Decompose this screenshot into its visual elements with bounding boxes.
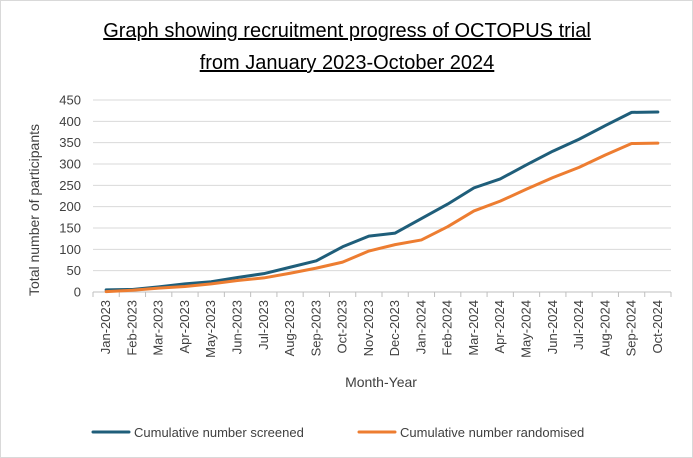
series-line-1 (104, 110, 660, 292)
x-tick-label: May-2023 (203, 300, 218, 358)
axes (92, 291, 672, 297)
y-tick-label: 250 (59, 178, 81, 193)
x-tick-label: Feb-2024 (440, 300, 455, 356)
y-tick-label: 400 (59, 114, 81, 129)
x-tick-label: Jun-2024 (545, 300, 560, 354)
y-tick-label: 0 (74, 285, 81, 300)
x-tick-label: Feb-2023 (124, 300, 139, 356)
x-tick-label: Apr-2023 (177, 300, 192, 353)
x-tick-labels: Jan-2023 Feb-2023 Mar-2023 Apr-2023 May-2023… (98, 300, 665, 358)
x-tick-label: Mar-2023 (151, 300, 166, 356)
legend-label-2: Cumulative number randomised (400, 425, 584, 440)
chart-title-line-2: from January 2023-October 2024 (200, 52, 495, 74)
x-tick-label: Oct-2023 (335, 300, 350, 353)
x-tick-label: Sep-2023 (308, 300, 323, 356)
chart-title-line-1: Graph showing recruitment progress of OC… (103, 20, 591, 42)
x-tick-label: Jul-2023 (256, 300, 271, 350)
x-tick-label: Apr-2024 (492, 300, 507, 353)
x-tick-label: Oct-2024 (650, 300, 665, 353)
legend: Cumulative number screened Cumulative num… (91, 425, 584, 440)
x-tick-label: Mar-2024 (466, 300, 481, 356)
x-tick-label: Jan-2024 (413, 300, 428, 354)
x-tick-label: Aug-2024 (597, 300, 612, 356)
y-axis-title: Total number of participants (26, 124, 42, 296)
y-tick-label: 300 (59, 157, 81, 172)
y-tick-label: 450 (59, 93, 81, 108)
y-tick-labels: 0 50 100 150 200 250 300 350 400 450 (59, 93, 81, 300)
y-tick-label: 150 (59, 221, 81, 236)
x-tick-label: Aug-2023 (282, 300, 297, 356)
x-axis-title: Month-Year (345, 374, 417, 390)
x-tick-label: Jul-2024 (571, 300, 586, 350)
series-lines (104, 110, 660, 294)
y-tick-label: 50 (67, 263, 81, 278)
y-tick-label: 200 (59, 199, 81, 214)
gridlines (93, 99, 671, 272)
x-tick-label: Sep-2024 (624, 300, 639, 356)
y-tick-label: 100 (59, 242, 81, 257)
legend-label-1: Cumulative number screened (134, 425, 304, 440)
y-tick-label: 350 (59, 135, 81, 150)
x-tick-label: Jun-2023 (230, 300, 245, 354)
x-tick-label: Dec-2023 (387, 300, 402, 356)
x-tick-label: Nov-2023 (361, 300, 376, 356)
x-tick-label: Jan-2023 (98, 300, 113, 354)
x-tick-label: May-2024 (519, 300, 534, 358)
series-line-2 (104, 141, 660, 294)
